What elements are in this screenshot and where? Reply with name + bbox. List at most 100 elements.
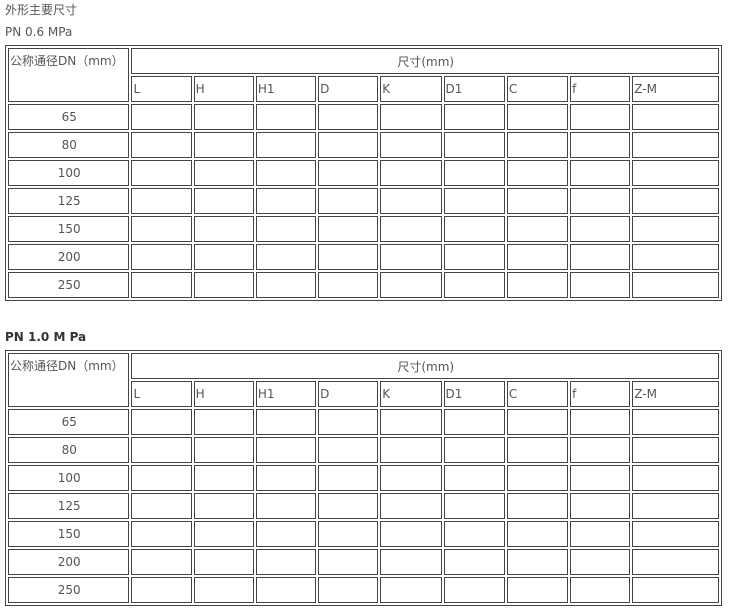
table-row: 200 — [8, 244, 719, 270]
value-cell — [380, 437, 442, 463]
value-cell — [632, 577, 719, 603]
value-cell — [380, 244, 442, 270]
value-cell — [506, 437, 569, 463]
dn-header: 公称通径DN（mm） — [8, 48, 130, 102]
value-cell — [318, 493, 379, 519]
table-row: 80 — [8, 132, 719, 158]
value-cell — [443, 272, 505, 298]
column-header: K — [380, 381, 442, 407]
value-cell — [255, 577, 317, 603]
column-header: f — [570, 381, 631, 407]
value-cell — [443, 132, 505, 158]
value-cell — [380, 272, 442, 298]
column-header: Z-M — [632, 76, 719, 102]
dn-cell: 250 — [8, 272, 130, 298]
section-label-pn06: PN 0.6 MPa — [5, 25, 73, 39]
value-cell — [443, 577, 505, 603]
section-label-pn10: PN 1.0 M Pa — [5, 330, 87, 344]
value-cell — [193, 272, 254, 298]
column-header: D1 — [443, 381, 505, 407]
table-row: 200 — [8, 549, 719, 575]
value-cell — [255, 160, 317, 186]
value-cell — [570, 577, 631, 603]
column-header: H1 — [255, 381, 317, 407]
value-cell — [255, 244, 317, 270]
value-cell — [632, 437, 719, 463]
dn-cell: 100 — [8, 160, 130, 186]
value-cell — [632, 132, 719, 158]
value-cell — [443, 521, 505, 547]
value-cell — [131, 188, 192, 214]
value-cell — [570, 549, 631, 575]
value-cell — [443, 465, 505, 491]
dn-cell: 200 — [8, 549, 130, 575]
value-cell — [193, 244, 254, 270]
value-cell — [443, 244, 505, 270]
dn-header: 公称通径DN（mm） — [8, 353, 130, 407]
value-cell — [506, 216, 569, 242]
value-cell — [131, 160, 192, 186]
value-cell — [318, 549, 379, 575]
value-cell — [193, 577, 254, 603]
value-cell — [193, 521, 254, 547]
table-row: 150 — [8, 216, 719, 242]
column-header: D — [318, 381, 379, 407]
value-cell — [318, 132, 379, 158]
value-cell — [443, 493, 505, 519]
value-cell — [193, 437, 254, 463]
value-cell — [318, 104, 379, 130]
value-cell — [443, 409, 505, 435]
dn-cell: 250 — [8, 577, 130, 603]
value-cell — [193, 160, 254, 186]
column-header: D1 — [443, 76, 505, 102]
value-cell — [506, 493, 569, 519]
dn-cell: 65 — [8, 409, 130, 435]
value-cell — [255, 104, 317, 130]
dn-cell: 80 — [8, 132, 130, 158]
table-row: 125 — [8, 188, 719, 214]
value-cell — [318, 521, 379, 547]
value-cell — [193, 216, 254, 242]
value-cell — [380, 465, 442, 491]
table-row: 150 — [8, 521, 719, 547]
value-cell — [193, 493, 254, 519]
value-cell — [131, 493, 192, 519]
value-cell — [570, 437, 631, 463]
value-cell — [193, 188, 254, 214]
value-cell — [131, 549, 192, 575]
value-cell — [318, 216, 379, 242]
column-header: C — [506, 381, 569, 407]
table-row: 250 — [8, 272, 719, 298]
value-cell — [255, 521, 317, 547]
dn-cell: 125 — [8, 493, 130, 519]
value-cell — [380, 216, 442, 242]
column-header: C — [506, 76, 569, 102]
value-cell — [255, 132, 317, 158]
dimension-header: 尺寸(mm) — [131, 48, 719, 74]
value-cell — [255, 465, 317, 491]
dn-cell: 150 — [8, 216, 130, 242]
value-cell — [193, 104, 254, 130]
value-cell — [506, 244, 569, 270]
value-cell — [380, 132, 442, 158]
value-cell — [380, 493, 442, 519]
value-cell — [193, 132, 254, 158]
value-cell — [443, 216, 505, 242]
value-cell — [632, 272, 719, 298]
value-cell — [318, 188, 379, 214]
table-row: 65 — [8, 104, 719, 130]
value-cell — [193, 465, 254, 491]
value-cell — [131, 272, 192, 298]
table-row: 65 — [8, 409, 719, 435]
value-cell — [506, 577, 569, 603]
value-cell — [570, 104, 631, 130]
column-header: H1 — [255, 76, 317, 102]
value-cell — [570, 409, 631, 435]
column-header: K — [380, 76, 442, 102]
column-header: L — [131, 76, 192, 102]
value-cell — [632, 549, 719, 575]
value-cell — [380, 521, 442, 547]
value-cell — [443, 437, 505, 463]
value-cell — [255, 493, 317, 519]
